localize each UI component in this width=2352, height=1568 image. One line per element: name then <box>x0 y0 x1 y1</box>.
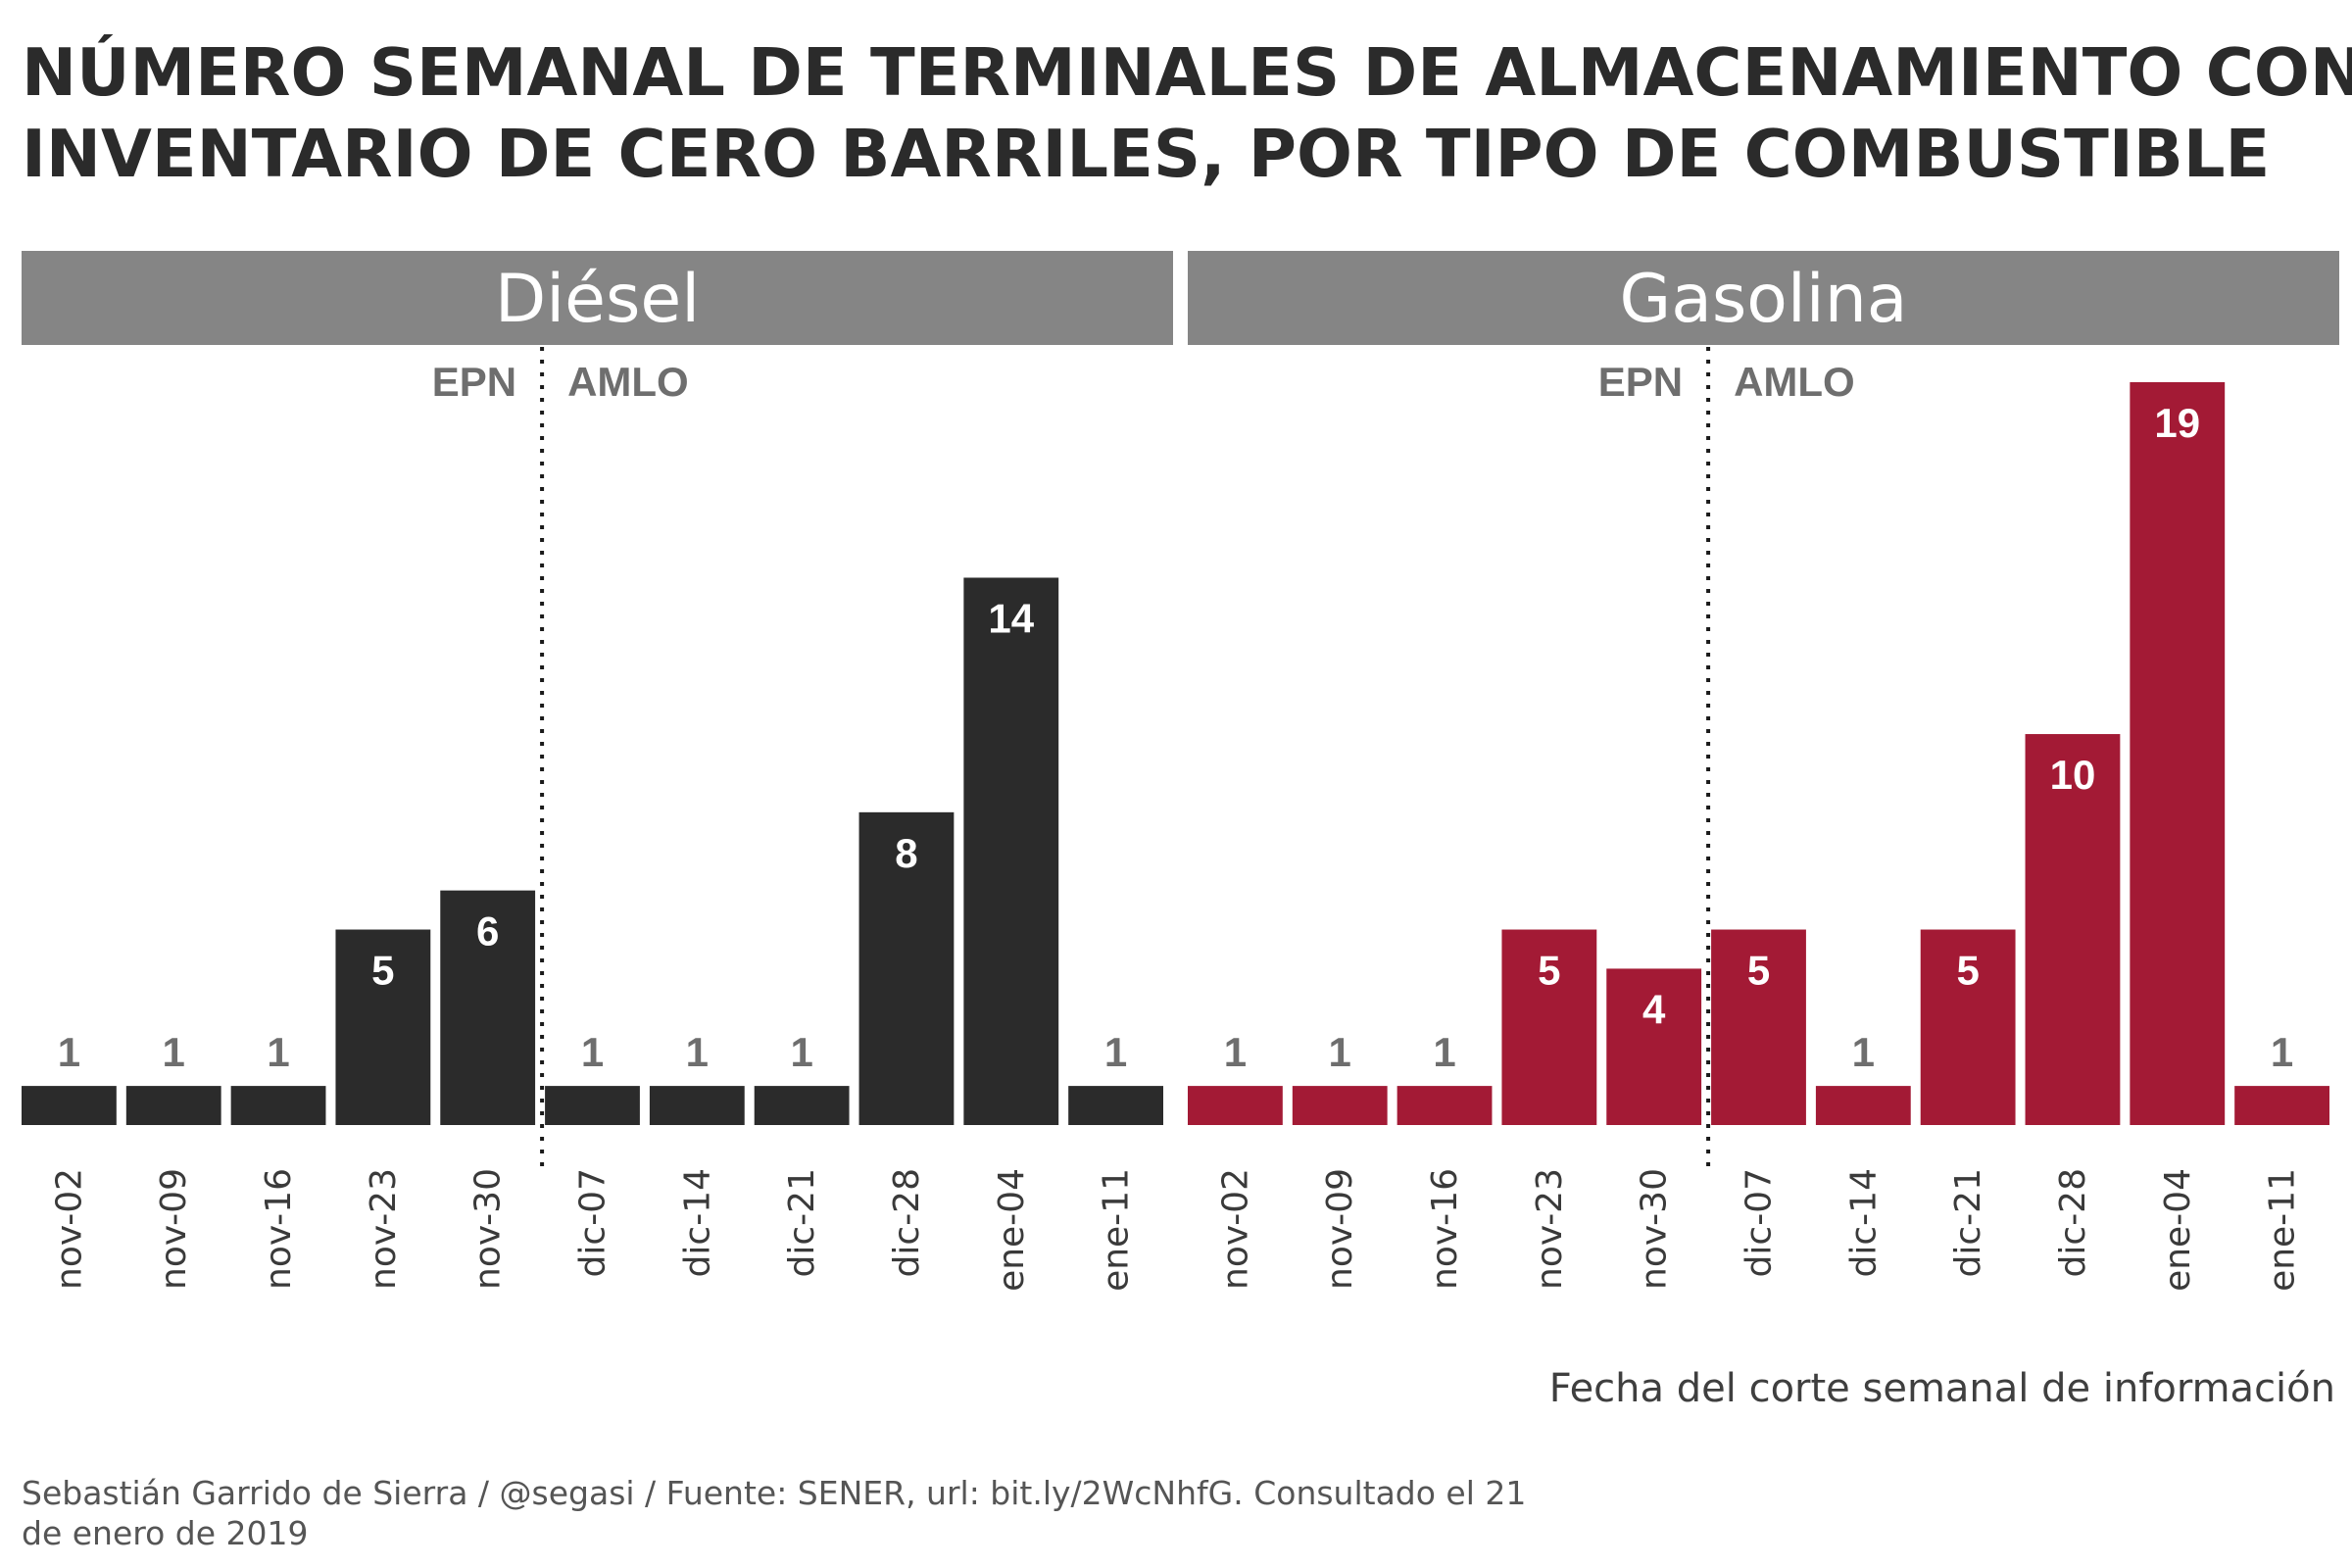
x-axis-label: Fecha del corte semanal de información <box>1549 1366 2335 1411</box>
panel-gasolina: Gasolina EPN AMLO 1 nov-02 1 nov-09 1 nov-16 5 nov… <box>1188 251 2339 1292</box>
value-label-gasolina-dic-21: 5 <box>1956 948 1979 994</box>
strip-diesel <box>22 251 1173 345</box>
value-label-gasolina-dic-28: 10 <box>2050 752 2096 798</box>
value-label-gasolina-nov-09: 1 <box>1329 1029 1351 1075</box>
bar-diesel-dic-28 <box>858 811 955 1125</box>
value-label-diesel-ene-04: 14 <box>988 595 1034 641</box>
x-tick-gasolina-dic-14: dic-14 <box>1843 1168 1884 1277</box>
x-tick-gasolina-dic-21: dic-21 <box>1948 1168 1988 1277</box>
bar-diesel-nov-23 <box>335 929 431 1125</box>
x-tick-diesel-ene-11: ene-11 <box>1097 1168 1137 1292</box>
x-tick-diesel-nov-09: nov-09 <box>154 1168 194 1290</box>
value-label-diesel-nov-02: 1 <box>58 1029 80 1075</box>
bar-diesel-ene-04 <box>963 577 1059 1125</box>
era-label-before-gasolina: EPN <box>1598 359 1683 405</box>
bar-gasolina-nov-30 <box>1606 968 1702 1125</box>
x-tick-gasolina-ene-11: ene-11 <box>2263 1168 2303 1292</box>
bar-gasolina-dic-21 <box>1920 929 2016 1125</box>
x-tick-diesel-dic-07: dic-07 <box>573 1168 613 1277</box>
bar-diesel-nov-02 <box>22 1086 117 1125</box>
facet-panels: Diésel EPN AMLO 1 nov-02 1 nov-09 1 nov-16 5 nov-2… <box>22 251 2339 1292</box>
caption-line-1: Sebastián Garrido de Sierra / @segasi / … <box>22 1474 1526 1512</box>
value-label-gasolina-dic-14: 1 <box>1852 1029 1875 1075</box>
x-tick-gasolina-nov-09: nov-09 <box>1320 1168 1360 1290</box>
value-label-diesel-nov-23: 5 <box>371 948 394 994</box>
bar-diesel-dic-21 <box>754 1086 850 1125</box>
value-label-diesel-nov-30: 6 <box>476 908 499 955</box>
value-label-gasolina-dic-07: 5 <box>1747 948 1770 994</box>
bar-gasolina-dic-14 <box>1815 1086 1911 1125</box>
value-label-gasolina-nov-30: 4 <box>1642 986 1666 1032</box>
x-tick-diesel-dic-21: dic-21 <box>782 1168 822 1277</box>
x-tick-diesel-nov-16: nov-16 <box>259 1168 299 1290</box>
x-tick-gasolina-nov-30: nov-30 <box>1635 1168 1675 1290</box>
bar-diesel-dic-07 <box>545 1086 640 1125</box>
caption-line-2: de enero de 2019 <box>22 1514 309 1552</box>
bar-diesel-nov-30 <box>440 890 536 1125</box>
bar-gasolina-nov-02 <box>1188 1086 1283 1125</box>
bar-gasolina-nov-16 <box>1396 1086 1493 1125</box>
bar-gasolina-nov-23 <box>1501 929 1597 1125</box>
bar-diesel-nov-16 <box>230 1086 326 1125</box>
x-tick-gasolina-dic-07: dic-07 <box>1740 1168 1780 1277</box>
bar-gasolina-ene-11 <box>2234 1086 2329 1125</box>
era-label-after-gasolina: AMLO <box>1734 359 1855 405</box>
bar-diesel-dic-14 <box>649 1086 745 1125</box>
era-label-after-diesel: AMLO <box>567 359 689 405</box>
x-tick-diesel-nov-30: nov-30 <box>468 1168 509 1290</box>
value-label-diesel-dic-28: 8 <box>895 830 917 876</box>
bar-gasolina-ene-04 <box>2130 382 2226 1125</box>
bar-gasolina-dic-07 <box>1711 929 1806 1125</box>
era-label-before-diesel: EPN <box>432 359 516 405</box>
x-tick-diesel-dic-14: dic-14 <box>677 1168 717 1277</box>
value-label-diesel-nov-16: 1 <box>267 1029 289 1075</box>
chart-title-line-1: NÚMERO SEMANAL DE TERMINALES DE ALMACENA… <box>22 33 2352 111</box>
bar-diesel-nov-09 <box>125 1086 221 1125</box>
strip-label-diesel: Diésel <box>495 261 700 338</box>
value-label-gasolina-nov-23: 5 <box>1538 948 1560 994</box>
bar-gasolina-dic-28 <box>2025 734 2121 1125</box>
value-label-gasolina-nov-16: 1 <box>1433 1029 1455 1075</box>
x-tick-gasolina-dic-28: dic-28 <box>2053 1168 2093 1277</box>
value-label-diesel-dic-21: 1 <box>790 1029 812 1075</box>
bar-gasolina-nov-09 <box>1292 1086 1388 1125</box>
x-tick-diesel-ene-04: ene-04 <box>992 1168 1032 1292</box>
value-label-gasolina-ene-04: 19 <box>2154 400 2200 446</box>
value-label-diesel-ene-11: 1 <box>1104 1029 1127 1075</box>
chart-title-line-2: INVENTARIO DE CERO BARRILES, POR TIPO DE… <box>22 116 2270 192</box>
bar-diesel-ene-11 <box>1068 1086 1163 1125</box>
x-tick-diesel-dic-28: dic-28 <box>887 1168 927 1277</box>
x-tick-gasolina-nov-23: nov-23 <box>1530 1168 1570 1290</box>
value-label-gasolina-ene-11: 1 <box>2271 1029 2293 1075</box>
value-label-diesel-dic-14: 1 <box>686 1029 709 1075</box>
x-tick-diesel-nov-02: nov-02 <box>49 1168 89 1290</box>
strip-label-gasolina: Gasolina <box>1620 261 1908 338</box>
value-label-gasolina-nov-02: 1 <box>1224 1029 1247 1075</box>
value-label-diesel-nov-09: 1 <box>163 1029 185 1075</box>
x-tick-gasolina-nov-02: nov-02 <box>1215 1168 1255 1290</box>
x-tick-diesel-nov-23: nov-23 <box>364 1168 404 1290</box>
panel-diesel: Diésel EPN AMLO 1 nov-02 1 nov-09 1 nov-16 5 nov-2… <box>22 251 1173 1292</box>
x-tick-gasolina-nov-16: nov-16 <box>1425 1168 1465 1290</box>
x-tick-gasolina-ene-04: ene-04 <box>2158 1168 2198 1292</box>
value-label-diesel-dic-07: 1 <box>581 1029 604 1075</box>
strip-gasolina <box>1188 251 2339 345</box>
